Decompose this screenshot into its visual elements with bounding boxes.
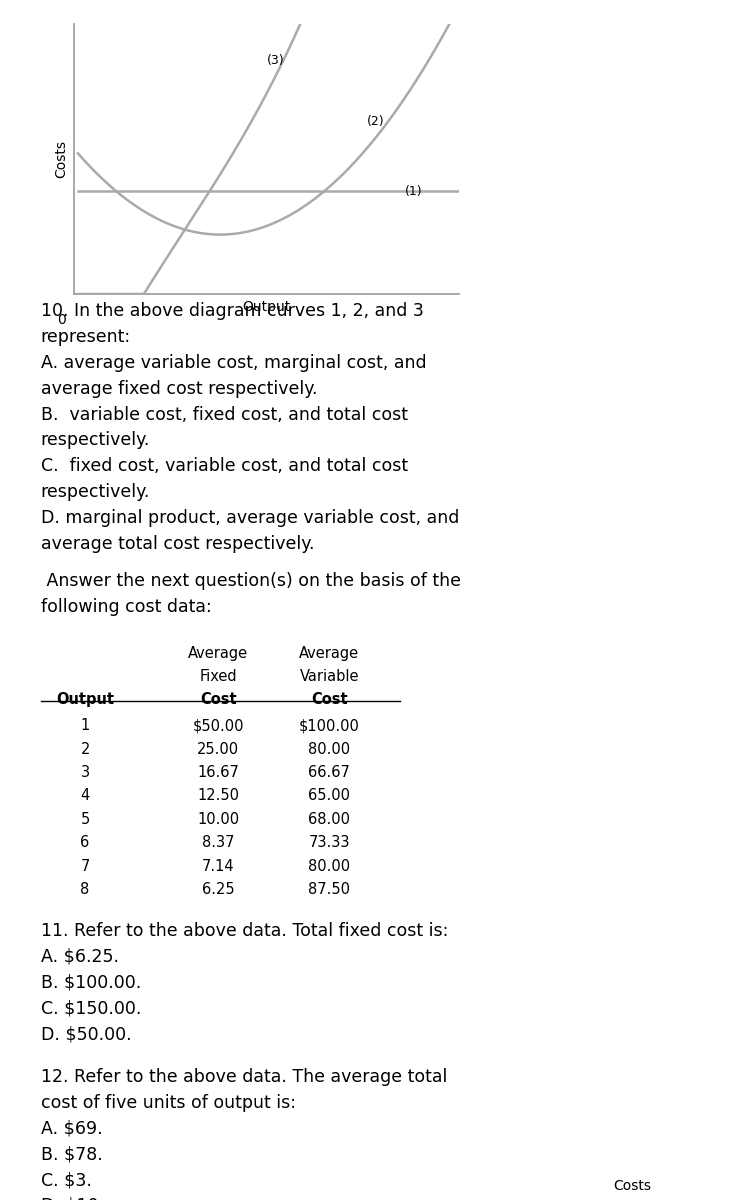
Text: 16.67: 16.67 — [198, 764, 239, 780]
Text: 73.33: 73.33 — [309, 835, 350, 850]
Text: respectively.: respectively. — [41, 482, 150, 500]
Text: B. $100.00.: B. $100.00. — [41, 973, 141, 991]
X-axis label: Output: Output — [242, 300, 291, 313]
Text: Output: Output — [56, 692, 114, 707]
Text: represent:: represent: — [41, 328, 131, 346]
Text: 11. Refer to the above data. Total fixed cost is:: 11. Refer to the above data. Total fixed… — [41, 922, 448, 940]
Text: Variable: Variable — [300, 668, 359, 684]
Text: 7: 7 — [81, 858, 90, 874]
Text: (2): (2) — [366, 115, 384, 128]
Text: Cost: Cost — [200, 692, 237, 707]
Text: D. $10.: D. $10. — [41, 1196, 104, 1200]
Text: 12.50: 12.50 — [198, 788, 239, 803]
Text: Answer the next question(s) on the basis of the: Answer the next question(s) on the basis… — [41, 572, 461, 590]
Text: C.  fixed cost, variable cost, and total cost: C. fixed cost, variable cost, and total … — [41, 457, 408, 475]
Text: $100.00: $100.00 — [299, 718, 360, 733]
Text: 10.00: 10.00 — [198, 811, 239, 827]
Text: average fixed cost respectively.: average fixed cost respectively. — [41, 379, 317, 397]
Text: D. marginal product, average variable cost, and: D. marginal product, average variable co… — [41, 509, 459, 527]
Text: (1): (1) — [405, 185, 423, 198]
Text: 6: 6 — [81, 835, 90, 850]
Text: $50.00: $50.00 — [192, 718, 244, 733]
Text: Average: Average — [299, 646, 360, 660]
Text: cost of five units of output is:: cost of five units of output is: — [41, 1093, 296, 1111]
Text: A. $69.: A. $69. — [41, 1120, 102, 1138]
Text: 0: 0 — [57, 313, 65, 326]
Text: Cost: Cost — [311, 692, 348, 707]
Text: 12. Refer to the above data. The average total: 12. Refer to the above data. The average… — [41, 1068, 447, 1086]
Text: B.  variable cost, fixed cost, and total cost: B. variable cost, fixed cost, and total … — [41, 406, 408, 424]
Text: 5: 5 — [81, 811, 90, 827]
Text: 10. In the above diagram curves 1, 2, and 3: 10. In the above diagram curves 1, 2, an… — [41, 302, 423, 320]
Text: A. $6.25.: A. $6.25. — [41, 948, 118, 966]
Text: Costs: Costs — [613, 1178, 651, 1193]
Text: 25.00: 25.00 — [198, 742, 239, 756]
Text: 80.00: 80.00 — [309, 858, 350, 874]
Text: D. $50.00.: D. $50.00. — [41, 1025, 131, 1043]
Text: 7.14: 7.14 — [202, 858, 235, 874]
Text: 2: 2 — [81, 742, 90, 756]
Text: (3): (3) — [266, 54, 284, 67]
Text: respectively.: respectively. — [41, 431, 150, 449]
Text: 8: 8 — [81, 882, 90, 896]
Text: Fixed: Fixed — [200, 668, 237, 684]
Text: B. $78.: B. $78. — [41, 1145, 102, 1163]
Text: 1: 1 — [81, 718, 90, 733]
Text: 6.25: 6.25 — [202, 882, 235, 896]
Text: A. average variable cost, marginal cost, and: A. average variable cost, marginal cost,… — [41, 354, 426, 372]
Text: 8.37: 8.37 — [202, 835, 235, 850]
Text: 87.50: 87.50 — [309, 882, 350, 896]
Text: C. $3.: C. $3. — [41, 1171, 92, 1189]
Y-axis label: Costs: Costs — [55, 140, 68, 178]
Text: 80.00: 80.00 — [309, 742, 350, 756]
Text: 65.00: 65.00 — [309, 788, 350, 803]
Text: 66.67: 66.67 — [309, 764, 350, 780]
Text: following cost data:: following cost data: — [41, 598, 212, 616]
Text: 68.00: 68.00 — [309, 811, 350, 827]
Text: 3: 3 — [81, 764, 90, 780]
Text: average total cost respectively.: average total cost respectively. — [41, 534, 314, 552]
Text: 4: 4 — [81, 788, 90, 803]
Text: Average: Average — [188, 646, 249, 660]
Text: C. $150.00.: C. $150.00. — [41, 1000, 141, 1018]
